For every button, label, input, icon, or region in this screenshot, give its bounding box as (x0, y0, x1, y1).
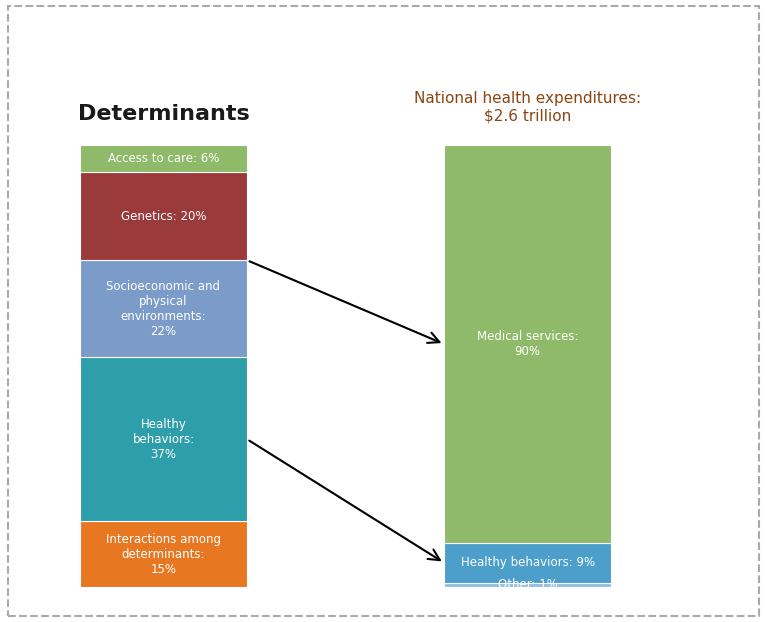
Text: Healthy behaviors: 9%: Healthy behaviors: 9% (461, 556, 594, 569)
Bar (80, 358, 247, 521)
Bar (80, 521, 247, 587)
Text: National health expenditures:
$2.6 trillion: National health expenditures: $2.6 trill… (414, 91, 641, 124)
Text: Access to care: 6%: Access to care: 6% (108, 152, 219, 165)
Text: Other: 1%: Other: 1% (498, 578, 558, 592)
Bar (444, 543, 611, 583)
Text: Genetics: 20%: Genetics: 20% (120, 210, 206, 223)
Text: Interactions among
determinants:
15%: Interactions among determinants: 15% (106, 532, 221, 575)
Bar (444, 146, 611, 543)
Text: Determinants: Determinants (77, 104, 249, 124)
Bar (444, 583, 611, 587)
Bar (80, 146, 247, 172)
Bar (80, 260, 247, 358)
Text: Healthy
behaviors:
37%: Healthy behaviors: 37% (133, 417, 195, 461)
Text: Medical services:
90%: Medical services: 90% (477, 330, 578, 358)
Text: Socioeconomic and
physical
environments:
22%: Socioeconomic and physical environments:… (107, 280, 220, 338)
Bar (80, 172, 247, 260)
